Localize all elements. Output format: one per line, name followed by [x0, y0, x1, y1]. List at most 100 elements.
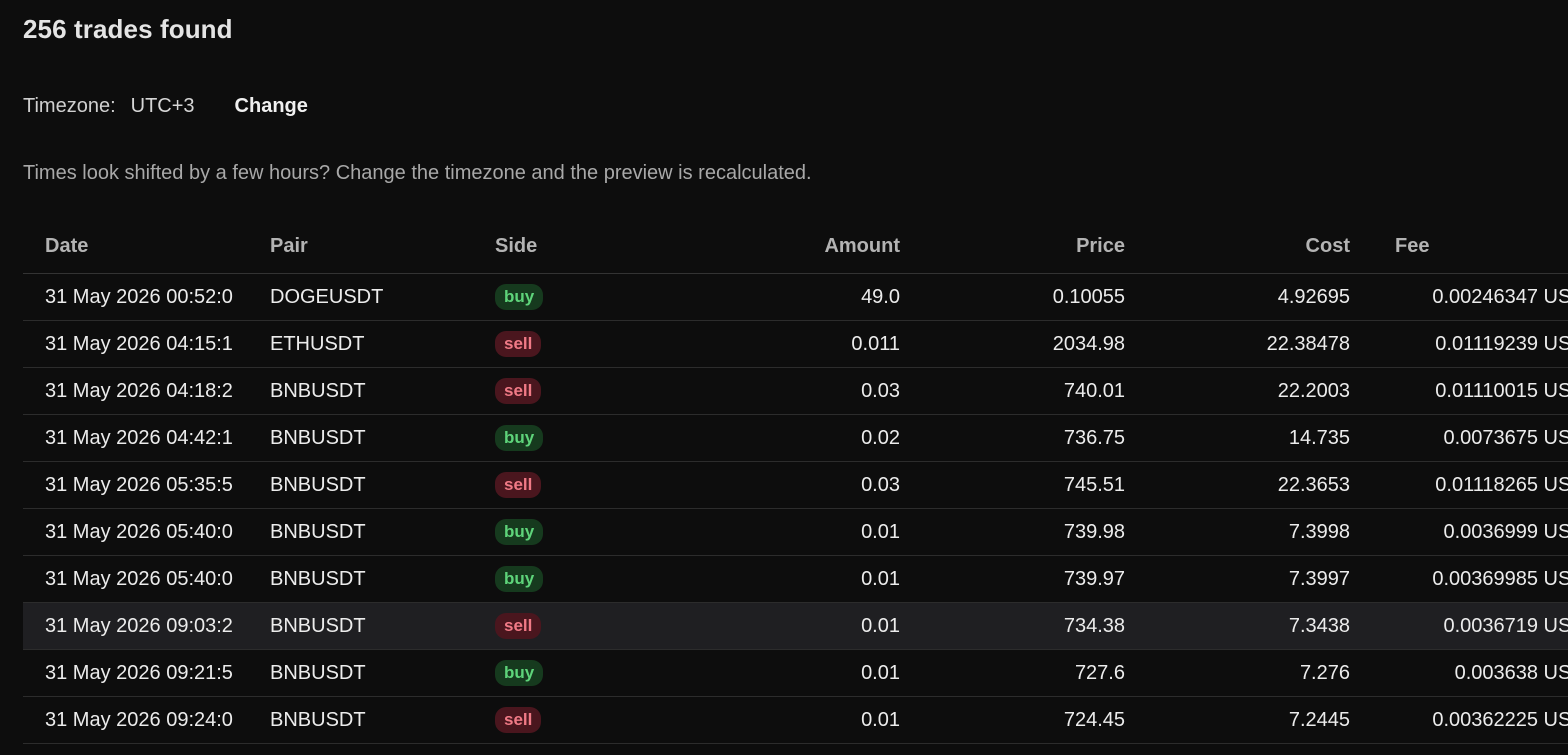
column-header-side[interactable]: Side — [473, 219, 698, 274]
change-timezone-button[interactable]: Change — [234, 95, 308, 117]
trade-fee-cell: 0.01118265 USDT — [1373, 461, 1568, 509]
table-row[interactable]: 31 May 2026 09:21:5 BNBUSDT buy 0.01 727.6 7.… — [23, 649, 1568, 697]
trade-date-cell: 31 May 2026 05:35:5 — [23, 461, 248, 509]
trades-table-body: 31 May 2026 00:52:0 DOGEUSDT buy 49.0 0.1005… — [23, 273, 1568, 744]
side-badge: sell — [495, 707, 542, 733]
trade-side-cell: buy — [473, 273, 698, 321]
trade-pair-cell: ETHUSDT — [248, 320, 473, 368]
side-badge: buy — [495, 660, 544, 686]
trade-pair-cell: BNBUSDT — [248, 461, 473, 509]
trade-date-cell: 31 May 2026 09:03:2 — [23, 602, 248, 650]
trade-fee-cell: 0.00362225 USDT — [1373, 696, 1568, 744]
trade-amount-cell: 0.011 — [698, 320, 923, 368]
trade-fee-cell: 0.00369985 USDT — [1373, 555, 1568, 603]
column-header-date[interactable]: Date — [23, 219, 248, 274]
trade-date-cell: 31 May 2026 04:42:1 — [23, 414, 248, 462]
trade-amount-cell: 0.01 — [698, 508, 923, 556]
trade-fee-cell: 0.0036719 USDT — [1373, 602, 1568, 650]
trade-pair-cell: BNBUSDT — [248, 555, 473, 603]
trade-fee-cell: 0.003638 USDT — [1373, 649, 1568, 697]
trade-cost-cell: 22.2003 — [1148, 367, 1373, 415]
column-header-fee[interactable]: Fee — [1373, 219, 1568, 274]
trade-amount-cell: 0.01 — [698, 696, 923, 744]
column-header-cost[interactable]: Cost — [1148, 219, 1373, 274]
table-row[interactable]: 31 May 2026 09:24:0 BNBUSDT sell 0.01 724.45… — [23, 696, 1568, 744]
trade-price-cell: 736.75 — [923, 414, 1148, 462]
trade-cost-cell: 7.276 — [1148, 649, 1373, 697]
trade-pair-cell: BNBUSDT — [248, 367, 473, 415]
side-badge: sell — [495, 613, 542, 639]
trade-date-cell: 31 May 2026 09:24:0 — [23, 696, 248, 744]
trade-price-cell: 739.98 — [923, 508, 1148, 556]
trade-cost-cell: 7.3438 — [1148, 602, 1373, 650]
trade-cost-cell: 7.2445 — [1148, 696, 1373, 744]
trade-fee-cell: 0.00246347 USDT — [1373, 273, 1568, 321]
trade-side-cell: buy — [473, 649, 698, 697]
trade-price-cell: 724.45 — [923, 696, 1148, 744]
trade-date-cell: 31 May 2026 09:21:5 — [23, 649, 248, 697]
trade-side-cell: sell — [473, 461, 698, 509]
trade-cost-cell: 7.3998 — [1148, 508, 1373, 556]
timezone-row: Timezone: UTC+3 Change — [23, 95, 308, 118]
trade-price-cell: 745.51 — [923, 461, 1148, 509]
trade-side-cell: buy — [473, 555, 698, 603]
table-row[interactable]: 31 May 2026 05:40:0 BNBUSDT buy 0.01 739.98 7… — [23, 508, 1568, 556]
table-header-row: Date Pair Side Amount Price Cost Fee — [23, 219, 1568, 274]
trades-table-container[interactable]: Date Pair Side Amount Price Cost Fee 31 … — [23, 219, 1568, 744]
trade-pair-cell: BNBUSDT — [248, 414, 473, 462]
trade-pair-cell: BNBUSDT — [248, 649, 473, 697]
trade-side-cell: buy — [473, 508, 698, 556]
table-row[interactable]: 31 May 2026 04:42:1 BNBUSDT buy 0.02 736.75 1… — [23, 414, 1568, 462]
trade-price-cell: 0.10055 — [923, 273, 1148, 321]
trade-price-cell: 727.6 — [923, 649, 1148, 697]
trade-fee-cell: 0.01110015 USDT — [1373, 367, 1568, 415]
trade-fee-cell: 0.0036999 USDT — [1373, 508, 1568, 556]
column-header-pair[interactable]: Pair — [248, 219, 473, 274]
trade-amount-cell: 0.03 — [698, 461, 923, 509]
trade-date-cell: 31 May 2026 04:18:2 — [23, 367, 248, 415]
page-title: 256 trades found — [23, 14, 233, 44]
side-badge: sell — [495, 378, 542, 404]
trade-cost-cell: 7.3997 — [1148, 555, 1373, 603]
table-row[interactable]: 31 May 2026 05:40:0 BNBUSDT buy 0.01 739.97 7… — [23, 555, 1568, 603]
trade-cost-cell: 4.92695 — [1148, 273, 1373, 321]
table-row[interactable]: 31 May 2026 04:18:2 BNBUSDT sell 0.03 740.01… — [23, 367, 1568, 415]
trade-price-cell: 739.97 — [923, 555, 1148, 603]
table-row[interactable]: 31 May 2026 00:52:0 DOGEUSDT buy 49.0 0.1005… — [23, 273, 1568, 321]
trade-price-cell: 740.01 — [923, 367, 1148, 415]
table-row[interactable]: 31 May 2026 09:03:2 BNBUSDT sell 0.01 734.38… — [23, 602, 1568, 650]
timezone-value: UTC+3 — [130, 95, 195, 117]
trade-amount-cell: 0.01 — [698, 602, 923, 650]
trade-pair-cell: DOGEUSDT — [248, 273, 473, 321]
trade-pair-cell: BNBUSDT — [248, 696, 473, 744]
trades-table: Date Pair Side Amount Price Cost Fee 31 … — [23, 219, 1568, 744]
trade-date-cell: 31 May 2026 05:40:0 — [23, 508, 248, 556]
trade-date-cell: 31 May 2026 04:15:1 — [23, 320, 248, 368]
trade-side-cell: sell — [473, 696, 698, 744]
trade-side-cell: sell — [473, 320, 698, 368]
side-badge: sell — [495, 472, 542, 498]
trade-side-cell: sell — [473, 367, 698, 415]
timezone-label: Timezone: — [23, 95, 116, 117]
trade-cost-cell: 14.735 — [1148, 414, 1373, 462]
trade-amount-cell: 0.01 — [698, 649, 923, 697]
column-header-price[interactable]: Price — [923, 219, 1148, 274]
table-row[interactable]: 31 May 2026 04:15:1 ETHUSDT sell 0.011 2034.… — [23, 320, 1568, 368]
trade-fee-cell: 0.01119239 USDT — [1373, 320, 1568, 368]
table-row[interactable]: 31 May 2026 05:35:5 BNBUSDT sell 0.03 745.51… — [23, 461, 1568, 509]
trade-pair-cell: BNBUSDT — [248, 602, 473, 650]
trade-date-cell: 31 May 2026 00:52:0 — [23, 273, 248, 321]
column-header-amount[interactable]: Amount — [698, 219, 923, 274]
trade-price-cell: 734.38 — [923, 602, 1148, 650]
side-badge: buy — [495, 425, 544, 451]
trade-price-cell: 2034.98 — [923, 320, 1148, 368]
side-badge: buy — [495, 566, 544, 592]
trade-side-cell: buy — [473, 414, 698, 462]
side-badge: buy — [495, 519, 544, 545]
timezone-hint: Times look shifted by a few hours? Chang… — [23, 162, 812, 184]
trade-date-cell: 31 May 2026 05:40:0 — [23, 555, 248, 603]
trade-amount-cell: 0.01 — [698, 555, 923, 603]
trade-pair-cell: BNBUSDT — [248, 508, 473, 556]
trade-side-cell: sell — [473, 602, 698, 650]
